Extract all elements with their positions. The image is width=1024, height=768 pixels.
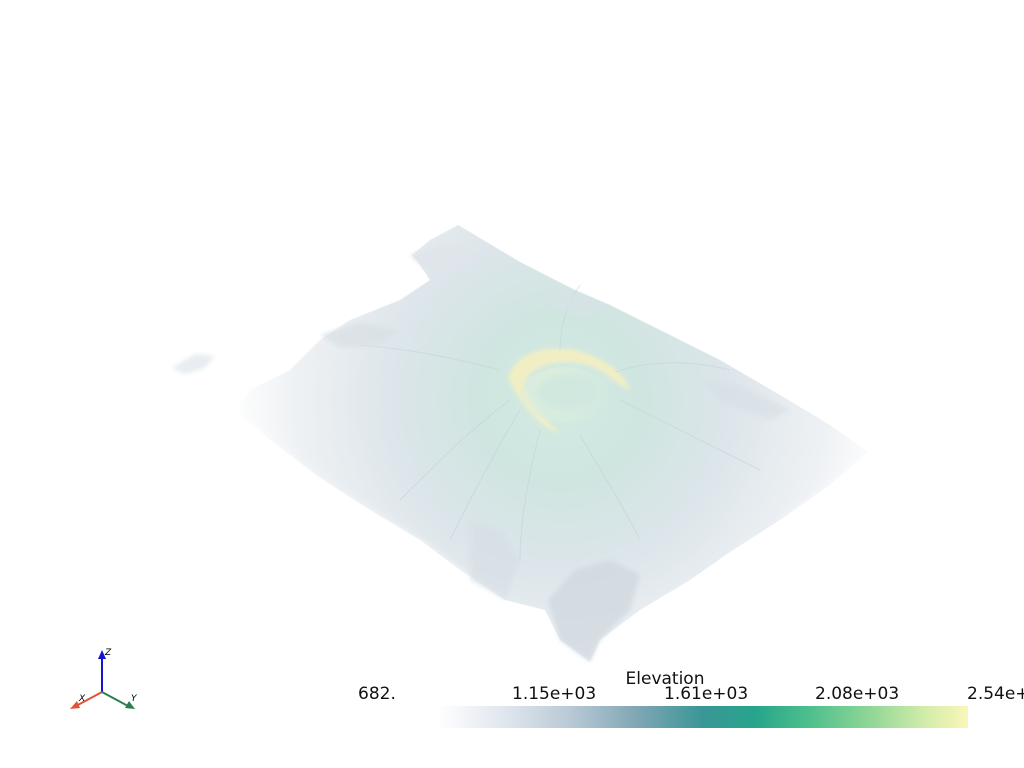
- scalar-bar-tick-label: 2.08e+03: [815, 684, 900, 704]
- orientation-axes-widget: Z X Y: [70, 648, 138, 709]
- scalar-bar-tick-label: 1.61e+03: [664, 684, 749, 704]
- axis-label-x: X: [78, 694, 86, 704]
- scalar-bar-tick-label: 1.15e+03: [512, 684, 597, 704]
- axis-label-y: Y: [131, 694, 138, 704]
- scalar-bar-colorbar: [437, 706, 968, 728]
- axis-label-z: Z: [104, 648, 112, 658]
- scalar-bar-title: Elevation: [625, 669, 705, 689]
- scalar-bar-tick-label: 682.: [358, 684, 396, 704]
- scalar-bar-tick-label: 2.54e+: [967, 684, 1024, 704]
